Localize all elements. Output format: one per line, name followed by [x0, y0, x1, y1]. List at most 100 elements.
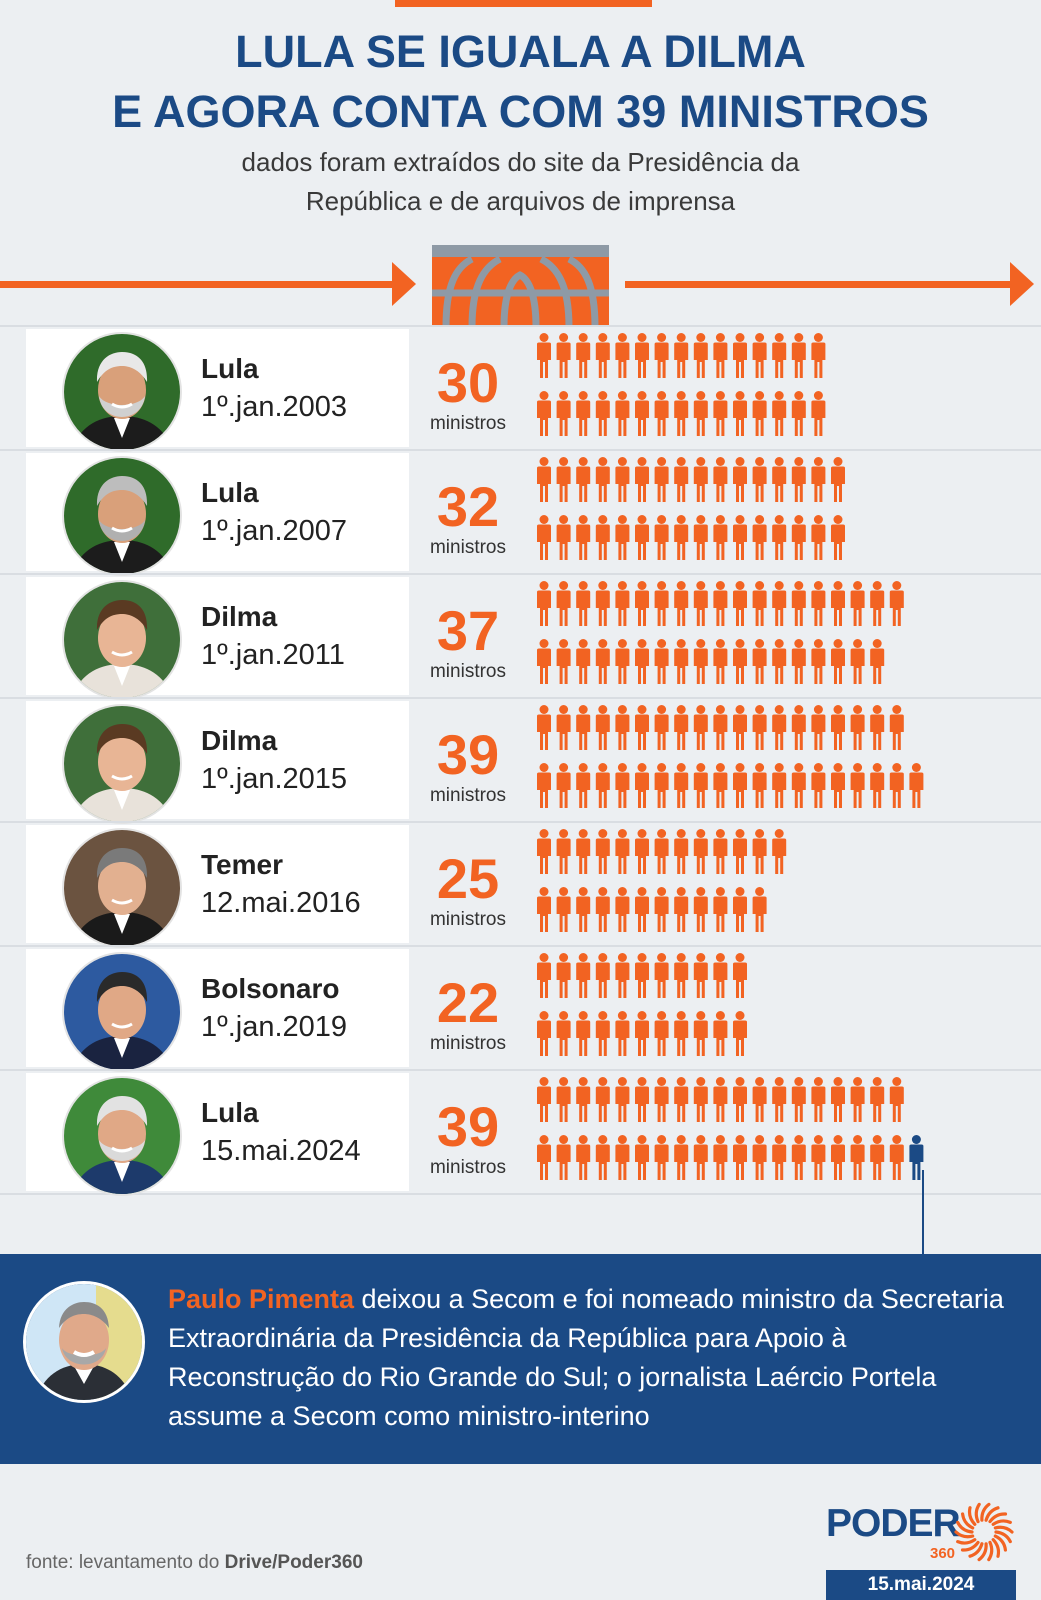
minister-figure-icon: [733, 763, 747, 808]
minister-figure-icon: [654, 887, 669, 932]
minister-figure-icon: [576, 887, 591, 932]
minister-figure-icon: [713, 763, 728, 808]
minister-figure-icon: [733, 457, 747, 502]
minister-figure-icon: [811, 705, 826, 750]
president-name: Dilma: [201, 601, 278, 632]
minister-count-label: ministros: [429, 537, 506, 558]
minister-figure-icon: [733, 639, 747, 684]
minister-figure-icon: [674, 829, 689, 874]
minister-figure-icon: [733, 515, 747, 560]
minister-figure-icon: [693, 1011, 708, 1056]
minister-count: 39: [436, 1095, 500, 1158]
page-title: LULA SE IGUALA A DILMA E AGORA CONTA COM…: [0, 22, 1041, 142]
minister-figure-icon: [693, 953, 708, 998]
top-accent-bar: [395, 0, 652, 7]
minister-figure-icon: [791, 705, 806, 750]
president-photo: [64, 458, 180, 574]
minister-figure-icon: [713, 581, 728, 626]
minister-figure-icon: [733, 705, 747, 750]
minister-figure-icon: [831, 1077, 845, 1122]
minister-figure-icon: [713, 705, 728, 750]
minister-figure-icon: [713, 1135, 728, 1180]
minister-figure-icon: [674, 763, 689, 808]
minister-figure-icon: [654, 829, 669, 874]
minister-figure-icon: [674, 953, 689, 998]
minister-figure-icon: [693, 705, 708, 750]
minister-figure-icon: [595, 1135, 610, 1180]
chart-row: Dilma 1º.jan.2011 37 ministros: [0, 573, 1041, 698]
minister-figure-icon: [791, 457, 806, 502]
minister-figure-icon: [595, 581, 610, 626]
left-arrow-icon: [392, 262, 416, 306]
minister-count: 32: [436, 475, 500, 538]
president-name: Lula: [201, 1097, 259, 1128]
row-card: Lula 1º.jan.2007: [26, 453, 409, 574]
minister-figure-icon: [752, 887, 767, 932]
minister-figure-icon: [556, 829, 571, 874]
president-name: Lula: [201, 477, 259, 508]
minister-figure-icon: [850, 763, 865, 808]
minister-figure-icon: [576, 829, 591, 874]
minister-figure-icon: [889, 705, 904, 750]
minister-figure-icon: [556, 763, 571, 808]
minister-figure-icon: [635, 515, 649, 560]
minister-count-label: ministros: [429, 1157, 506, 1178]
source-prefix: fonte: levantamento do: [26, 1552, 225, 1573]
minister-figure-icon: [772, 333, 787, 378]
minister-figure-icon: [654, 515, 669, 560]
minister-figure-icon: [537, 1135, 551, 1180]
minister-figure-icon: [556, 1135, 571, 1180]
minister-figure-icon: [576, 581, 591, 626]
minister-figure-icon: [772, 639, 787, 684]
minister-figure-icon: [595, 1011, 610, 1056]
minister-figure-icon: [772, 763, 787, 808]
minister-figure-icon: [556, 1077, 571, 1122]
row-card: Temer 12.mai.2016: [26, 825, 409, 946]
page-subtitle: dados foram extraídos do site da Presidê…: [0, 143, 1041, 221]
term-date: 1º.jan.2011: [201, 639, 345, 671]
minister-figure-icon: [889, 581, 904, 626]
minister-figure-icon: [674, 391, 689, 436]
minister-figure-icon: [831, 639, 845, 684]
minister-figure-icon: [556, 1011, 571, 1056]
minister-figure-icon: [713, 953, 728, 998]
minister-figure-icon: [576, 391, 591, 436]
president-photo: [64, 334, 180, 450]
minister-figure-icon: [654, 457, 669, 502]
minister-figure-icon: [537, 515, 551, 560]
minister-figure-icon: [595, 333, 610, 378]
minister-figure-icon: [752, 515, 767, 560]
minister-figure-icon: [576, 333, 591, 378]
row-card: Dilma 1º.jan.2015: [26, 701, 409, 822]
chart-row: Lula 1º.jan.2003 30 ministros: [0, 325, 1041, 450]
minister-figure-icon: [615, 639, 630, 684]
minister-figure-icon: [635, 763, 649, 808]
minister-figure-icon: [811, 333, 826, 378]
minister-figure-icon: [654, 581, 669, 626]
minister-figure-icon: [909, 763, 924, 808]
minister-figure-icon: [889, 1077, 904, 1122]
minister-figure-icon: [713, 887, 728, 932]
row-card: Dilma 1º.jan.2011: [26, 577, 409, 698]
minister-figure-icon: [537, 1011, 551, 1056]
minister-figure-icon: [674, 333, 689, 378]
minister-figure-icon: [791, 1077, 806, 1122]
minister-figure-icon: [615, 515, 630, 560]
minister-figure-icon: [831, 457, 845, 502]
minister-figure-icon: [595, 639, 610, 684]
minister-figure-icon: [674, 515, 689, 560]
minister-figure-icon: [772, 515, 787, 560]
minister-figure-icon: [772, 581, 787, 626]
left-arrow-line: [0, 281, 396, 288]
term-date: 12.mai.2016: [201, 887, 361, 919]
minister-figure-icon: [595, 763, 610, 808]
president-name: Bolsonaro: [201, 973, 340, 1004]
minister-figure-icon: [713, 333, 728, 378]
minister-figure-icon: [752, 1135, 767, 1180]
minister-figure-icon: [654, 705, 669, 750]
minister-figure-icon: [615, 391, 630, 436]
minister-figure-icon: [791, 515, 806, 560]
minister-figure-icon: [713, 1011, 728, 1056]
minister-figure-icon: [693, 639, 708, 684]
minister-figure-icon: [811, 457, 826, 502]
